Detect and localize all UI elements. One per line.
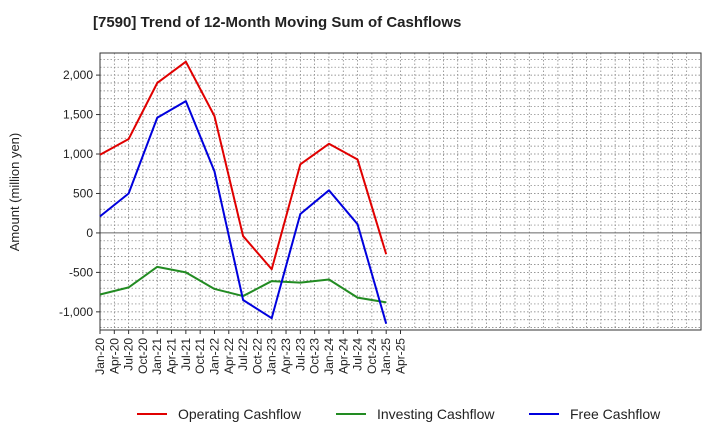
x-tick-label: Apr-23	[279, 338, 293, 374]
y-axis: 2,000 1,500 1,000 500 0 -500 -1,000	[59, 68, 100, 319]
grid-lines	[100, 53, 701, 330]
x-tick-label: Jul-22	[236, 338, 250, 371]
x-tick-label: Oct-22	[250, 338, 264, 374]
x-tick-label: Jan-25	[379, 338, 393, 375]
legend-label: Free Cashflow	[570, 406, 661, 422]
series-line-operating-cashflow	[99, 60, 388, 271]
x-tick-label: Apr-20	[107, 338, 121, 374]
x-tick-label: Oct-24	[365, 338, 379, 374]
x-tick-label: Apr-21	[165, 338, 179, 374]
x-tick-label: Apr-25	[394, 338, 408, 374]
legend-label: Investing Cashflow	[377, 406, 495, 422]
legend-item-operating-cashflow: Operating Cashflow	[137, 406, 302, 422]
x-tick-label: Jul-23	[293, 338, 307, 371]
y-tick-label: 2,000	[63, 68, 93, 82]
x-tick-label: Jul-20	[122, 338, 136, 371]
x-tick-label: Oct-23	[308, 338, 322, 374]
x-tick-label: Apr-24	[336, 338, 350, 374]
series-line-free-cashflow	[99, 100, 388, 324]
y-tick-label: 1,000	[63, 147, 93, 161]
y-axis-title: Amount (million yen)	[7, 133, 22, 252]
x-tick-label: Apr-22	[222, 338, 236, 374]
x-tick-label: Jul-21	[179, 338, 193, 371]
legend: Operating Cashflow Investing Cashflow Free…	[137, 406, 661, 422]
chart-title: [7590] Trend of 12-Month Moving Sum of C…	[93, 14, 462, 31]
legend-item-free-cashflow: Free Cashflow	[529, 406, 661, 422]
x-tick-label: Jan-22	[207, 338, 221, 375]
x-tick-label: Jan-23	[265, 338, 279, 375]
x-tick-label: Jan-20	[93, 338, 107, 375]
legend-label: Operating Cashflow	[178, 406, 302, 422]
y-tick-label: 0	[86, 226, 93, 240]
y-tick-label: 1,500	[63, 108, 93, 122]
x-tick-label: Oct-21	[193, 338, 207, 374]
x-tick-label: Jan-24	[322, 338, 336, 375]
legend-item-investing-cashflow: Investing Cashflow	[336, 406, 495, 422]
x-tick-label: Jan-21	[150, 338, 164, 375]
x-tick-label: Jul-24	[351, 338, 365, 371]
y-tick-label: 500	[73, 186, 93, 200]
x-tick-label: Oct-20	[136, 338, 150, 374]
y-tick-label: -500	[69, 265, 93, 279]
y-tick-label: -1,000	[59, 305, 93, 319]
series-lines	[99, 60, 388, 324]
x-axis: Jan-20 Apr-20 Jul-20 Oct-20 Jan-21 Apr-21 Jul-…	[93, 330, 408, 375]
